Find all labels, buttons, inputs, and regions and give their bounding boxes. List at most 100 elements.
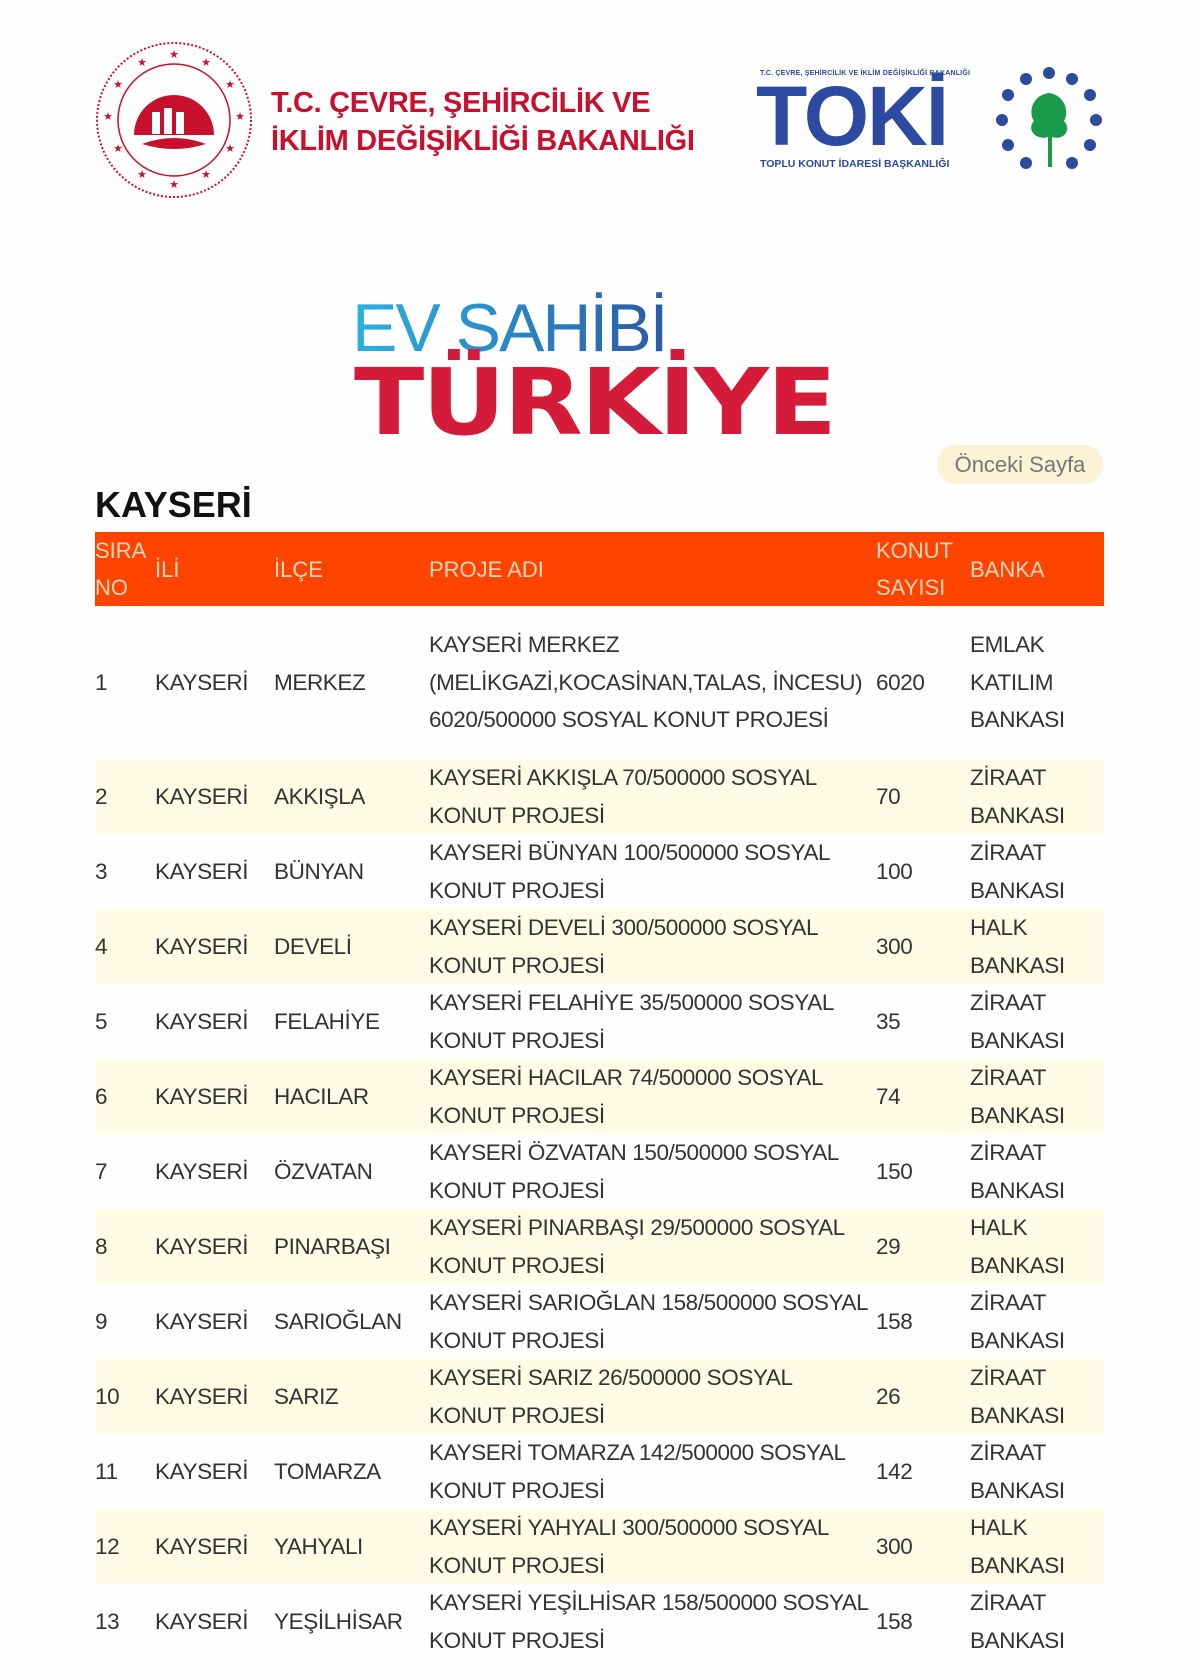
table-row: 4 KAYSERİ DEVELİ KAYSERİ DEVELİ 300/500000 … <box>95 909 1104 984</box>
cell-banka: ZİRAAT BANKASI <box>970 765 1065 828</box>
table-row: 2 KAYSERİ AKKIŞLA KAYSERİ AKKIŞLA 70/500000… <box>95 759 1104 834</box>
table-row: 6 KAYSERİ HACILAR KAYSERİ HACILAR 74/500000… <box>95 1059 1104 1134</box>
cell-ili: KAYSERİ <box>155 933 249 959</box>
cell-ilce: PINARBAŞI <box>274 1233 391 1259</box>
cell-ili: KAYSERİ <box>155 669 249 695</box>
header-banka: BANKA <box>970 532 1104 606</box>
table-row: 12 KAYSERİ YAHYALI KAYSERİ YAHYALI 300/5000… <box>95 1509 1104 1584</box>
table-row: 9 KAYSERİ SARIOĞLAN KAYSERİ SARIOĞLAN 158/5… <box>95 1284 1104 1359</box>
cell-banka: HALK BANKASI <box>970 1215 1065 1278</box>
cell-proje-adi: KAYSERİ SARIZ 26/500000 SOSYAL KONUT PRO… <box>429 1365 792 1428</box>
cell-sira-no: 6 <box>95 1083 108 1109</box>
svg-text:★: ★ <box>169 49 179 61</box>
cell-sira-no: 10 <box>95 1383 120 1409</box>
cell-proje-adi: KAYSERİ ÖZVATAN 150/500000 SOSYAL KONUT … <box>429 1140 839 1203</box>
cell-ilce: HACILAR <box>274 1083 369 1109</box>
cell-konut-sayisi: 100 <box>876 858 913 884</box>
svg-text:★: ★ <box>225 79 235 91</box>
cell-ili: KAYSERİ <box>155 1158 249 1184</box>
ministry-name: T.C. ÇEVRE, ŞEHİRCİLİK VE İKLİM DEĞİŞİKL… <box>271 84 695 160</box>
header-proje-adi: PROJE ADI <box>429 532 876 606</box>
cell-proje-adi: KAYSERİ YAHYALI 300/500000 SOSYAL KONUT … <box>429 1515 829 1578</box>
cell-banka: ZİRAAT BANKASI <box>970 990 1065 1053</box>
cell-banka: ZİRAAT BANKASI <box>970 1440 1065 1503</box>
cell-sira-no: 13 <box>95 1608 120 1634</box>
toki-logo: TOKİ <box>756 69 949 163</box>
cell-ilce: TOMARZA <box>274 1458 381 1484</box>
cell-sira-no: 9 <box>95 1308 108 1334</box>
cell-ili: KAYSERİ <box>155 1083 249 1109</box>
cell-ilce: BÜNYAN <box>274 858 364 884</box>
cell-banka: HALK BANKASI <box>970 915 1065 978</box>
cell-proje-adi: KAYSERİ SARIOĞLAN 158/500000 SOSYAL KONU… <box>429 1290 868 1353</box>
svg-text:★: ★ <box>103 111 113 123</box>
cell-ili: KAYSERİ <box>155 858 249 884</box>
cell-proje-adi: KAYSERİ YEŞİLHİSAR 158/500000 SOSYAL KON… <box>429 1590 868 1653</box>
cell-ili: KAYSERİ <box>155 1458 249 1484</box>
cell-konut-sayisi: 300 <box>876 933 913 959</box>
ministry-seal-logo: ★ ★ ★ ★ ★ ★ ★ ★ ★ ★ ★ ★ <box>96 42 252 198</box>
cell-ilce: MERKEZ <box>274 669 366 695</box>
cell-ilce: DEVELİ <box>274 933 352 959</box>
cell-sira-no: 12 <box>95 1533 120 1559</box>
toki-top-caption: T.C. ÇEVRE, ŞEHİRCİLİK VE İKLİM DEĞİŞİKL… <box>760 70 971 77</box>
svg-text:★: ★ <box>137 57 147 69</box>
cell-banka: HALK BANKASI <box>970 1515 1065 1578</box>
cell-ilce: ÖZVATAN <box>274 1158 373 1184</box>
cell-banka: ZİRAAT BANKASI <box>970 1290 1065 1353</box>
toki-subtitle: TOPLU KONUT İDARESİ BAŞKANLIĞI <box>760 158 950 170</box>
table-header-row: SIRA NO İLİ İLÇE PROJE ADI KONUT SAYISI … <box>95 532 1104 606</box>
cell-sira-no: 5 <box>95 1008 108 1034</box>
campaign-title-line2: TÜRKİYE <box>354 349 837 456</box>
cell-banka: ZİRAAT BANKASI <box>970 1365 1065 1428</box>
table-row: 13 KAYSERİ YEŞİLHİSAR KAYSERİ YEŞİLHİSAR 15… <box>95 1584 1104 1659</box>
table-row: 1 KAYSERİ MERKEZ KAYSERİ MERKEZ (MELİKGAZİ,… <box>95 606 1104 759</box>
table-row: 10 KAYSERİ SARIZ KAYSERİ SARIZ 26/500000 SO… <box>95 1359 1104 1434</box>
svg-text:★: ★ <box>113 143 123 155</box>
cell-sira-no: 8 <box>95 1233 108 1259</box>
cell-proje-adi: KAYSERİ DEVELİ 300/500000 SOSYAL KONUT P… <box>429 915 818 978</box>
cell-ilce: YEŞİLHİSAR <box>274 1608 403 1634</box>
cell-konut-sayisi: 158 <box>876 1308 913 1334</box>
cell-proje-adi: KAYSERİ MERKEZ (MELİKGAZİ,KOCASİNAN,TALA… <box>429 632 863 733</box>
cell-ilce: YAHYALI <box>274 1533 363 1559</box>
table-row: 11 KAYSERİ TOMARZA KAYSERİ TOMARZA 142/5000… <box>95 1434 1104 1509</box>
cell-ili: KAYSERİ <box>155 1608 249 1634</box>
cell-ili: KAYSERİ <box>155 1308 249 1334</box>
svg-text:★: ★ <box>169 179 179 191</box>
previous-page-button[interactable]: Önceki Sayfa <box>937 445 1103 484</box>
campaign-title-line1: EV SAHİBİ <box>352 290 669 366</box>
city-title: KAYSERİ <box>95 484 252 525</box>
cell-ili: KAYSERİ <box>155 1383 249 1409</box>
cell-banka: EMLAK KATILIM BANKASI <box>970 632 1065 733</box>
cell-proje-adi: KAYSERİ TOMARZA 142/500000 SOSYAL KONUT … <box>429 1440 845 1503</box>
cell-proje-adi: KAYSERİ PINARBAŞI 29/500000 SOSYAL KONUT… <box>429 1215 844 1278</box>
cell-banka: ZİRAAT BANKASI <box>970 1140 1065 1203</box>
cell-sira-no: 11 <box>95 1458 118 1484</box>
cell-ili: KAYSERİ <box>155 1233 249 1259</box>
cell-banka: ZİRAAT BANKASI <box>970 1065 1065 1128</box>
cell-konut-sayisi: 300 <box>876 1533 913 1559</box>
cell-proje-adi: KAYSERİ BÜNYAN 100/500000 SOSYAL KONUT P… <box>429 840 830 903</box>
cell-proje-adi: KAYSERİ FELAHİYE 35/500000 SOSYAL KONUT … <box>429 990 834 1053</box>
cell-konut-sayisi: 70 <box>876 783 901 809</box>
cell-konut-sayisi: 158 <box>876 1608 913 1634</box>
cell-banka: ZİRAAT BANKASI <box>970 1590 1065 1653</box>
table-row: 3 KAYSERİ BÜNYAN KAYSERİ BÜNYAN 100/500000 … <box>95 834 1104 909</box>
svg-text:★: ★ <box>225 143 235 155</box>
cell-sira-no: 1 <box>95 669 108 695</box>
cell-ilce: FELAHİYE <box>274 1008 380 1034</box>
svg-text:★: ★ <box>235 111 245 123</box>
cell-proje-adi: KAYSERİ HACILAR 74/500000 SOSYAL KONUT P… <box>429 1065 823 1128</box>
header-ili: İLİ <box>155 532 274 606</box>
cell-sira-no: 7 <box>95 1158 108 1184</box>
housing-projects-table: SIRA NO İLİ İLÇE PROJE ADI KONUT SAYISI … <box>95 532 1104 1659</box>
cell-ilce: SARIZ <box>274 1383 339 1409</box>
cell-konut-sayisi: 26 <box>876 1383 901 1409</box>
table-row: 5 KAYSERİ FELAHİYE KAYSERİ FELAHİYE 35/5000… <box>95 984 1104 1059</box>
cell-ili: KAYSERİ <box>155 1533 249 1559</box>
cell-konut-sayisi: 35 <box>876 1008 901 1034</box>
cell-konut-sayisi: 6020 <box>876 669 925 695</box>
cell-ili: KAYSERİ <box>155 783 249 809</box>
svg-text:★: ★ <box>137 169 147 181</box>
